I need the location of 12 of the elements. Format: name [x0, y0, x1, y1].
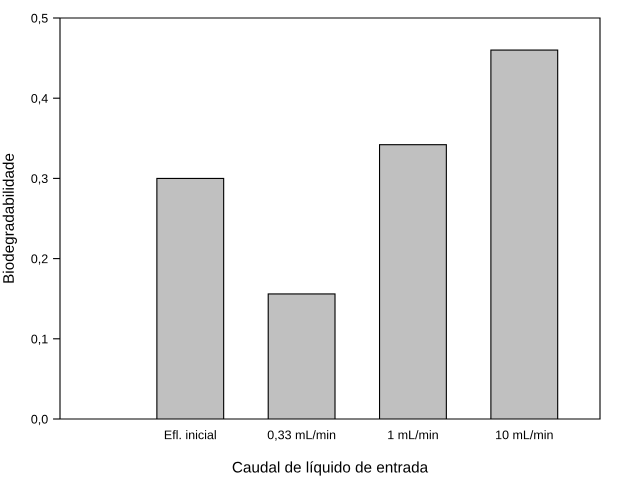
y-axis-title: Biodegradabilidade [2, 154, 17, 283]
y-tick-label: 0,5 [31, 14, 48, 24]
y-tick-label: 0,0 [31, 414, 48, 426]
x-tick-label: 1 mL/min [388, 430, 438, 440]
x-tick-label: 10 mL/min [496, 430, 553, 440]
y-tick-label: 0,1 [31, 334, 48, 345]
x-tick-label: Efl. inicial [164, 430, 216, 440]
y-tick-label: 0,2 [31, 254, 48, 265]
y-tick-label: 0,3 [31, 174, 48, 185]
x-tick-label: 0,33 mL/min [268, 430, 336, 441]
y-tick-label: 0,4 [31, 94, 48, 104]
x-axis-title: Caudal de líquido de entrada [232, 461, 428, 476]
